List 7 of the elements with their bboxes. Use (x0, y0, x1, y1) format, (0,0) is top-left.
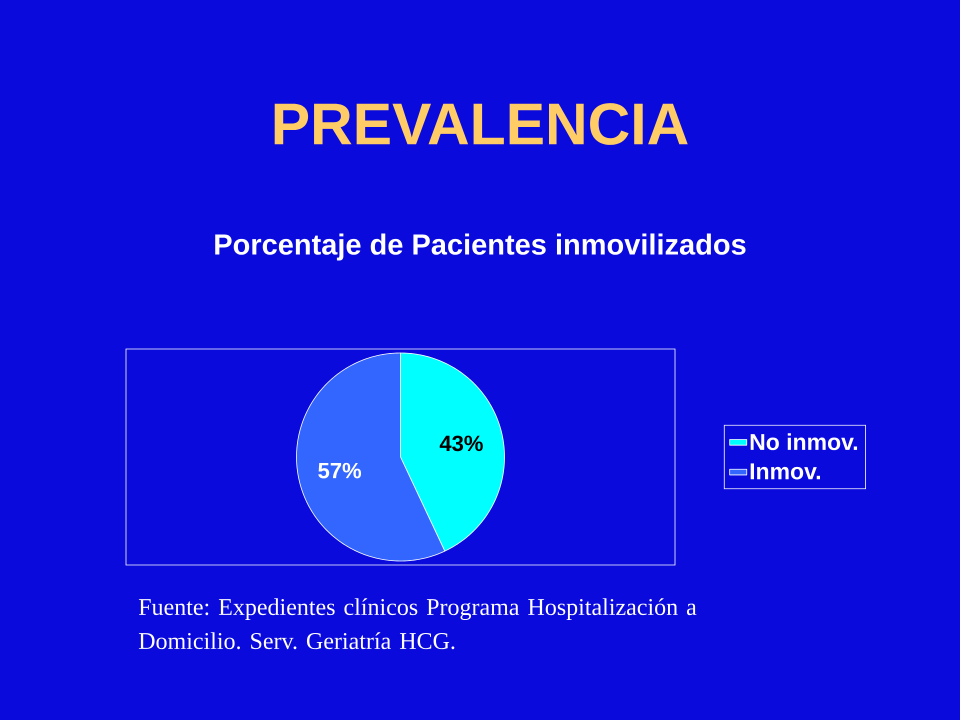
legend-label: Inmov. (750, 463, 820, 480)
legend-label: No inmov. (750, 433, 858, 450)
data-label: 57% (318, 462, 362, 478)
source-note: Fuente: Expedientes clínicos Programa Hospitalización a Domicilio. Serv. Geriatría HCG. (138, 598, 696, 650)
chart-subtitle: Porcentaje de Pacientes inmovilizados (215, 233, 746, 261)
chart-title: PREVALENCIA (274, 103, 688, 145)
data-label: 43% (440, 436, 483, 452)
